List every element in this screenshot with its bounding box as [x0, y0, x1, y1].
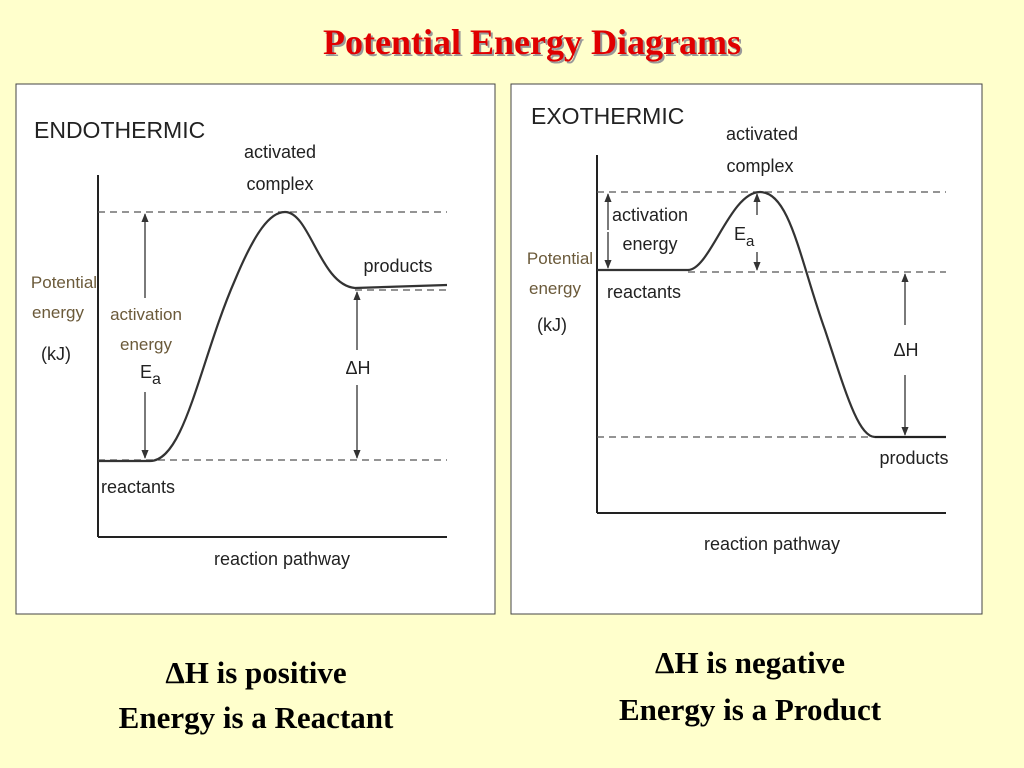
ea-label: Ea — [734, 224, 755, 250]
activation-label: activation — [110, 305, 182, 324]
x-axis-label: reaction pathway — [214, 549, 350, 569]
energy-curve — [597, 190, 946, 439]
peak-label: complex — [726, 156, 793, 176]
ea-main: E — [140, 362, 152, 382]
peak-label: activated — [244, 142, 316, 162]
delta-h-label: ΔH — [345, 358, 370, 378]
peak-label: activated — [726, 124, 798, 144]
y-axis-label: (kJ) — [537, 315, 567, 335]
caption: ΔH is positive — [165, 655, 346, 690]
panel-heading: ENDOTHERMIC — [34, 117, 205, 143]
exothermic-panel: EXOTHERMIC activated complex activation … — [510, 83, 983, 615]
ea-sub: a — [746, 233, 755, 250]
x-axis-label: reaction pathway — [704, 534, 840, 554]
delta-h-label: ΔH — [893, 340, 918, 360]
reactants-label: reactants — [101, 477, 175, 497]
activation-label: activation — [612, 205, 688, 225]
activation-label: energy — [120, 335, 172, 354]
panel-frame — [15, 83, 496, 615]
ea-sub: a — [152, 371, 161, 388]
products-label: products — [363, 256, 432, 276]
panel-frame — [510, 83, 983, 615]
ea-label: Ea — [140, 362, 161, 388]
y-axis-label: Potential — [31, 273, 97, 292]
panel-heading: EXOTHERMIC — [531, 103, 684, 129]
energy-curve — [98, 210, 448, 463]
peak-label: complex — [246, 174, 313, 194]
title-shadow: Potential Energy Diagrams — [325, 24, 743, 64]
activation-label: energy — [622, 234, 677, 254]
caption: ΔH is negative — [655, 645, 845, 680]
title: Potential Energy Diagrams — [323, 22, 741, 62]
y-axis-label: Potential — [527, 249, 593, 268]
y-axis-label: (kJ) — [41, 344, 71, 364]
caption: Energy is a Reactant — [119, 700, 394, 735]
products-label: products — [879, 448, 948, 468]
y-axis-label: energy — [529, 279, 581, 298]
reactants-label: reactants — [607, 282, 681, 302]
y-axis-label: energy — [32, 303, 84, 322]
endothermic-panel: ENDOTHERMIC activated complex products P… — [15, 83, 496, 615]
ea-main: E — [734, 224, 746, 244]
caption: Energy is a Product — [619, 692, 882, 727]
